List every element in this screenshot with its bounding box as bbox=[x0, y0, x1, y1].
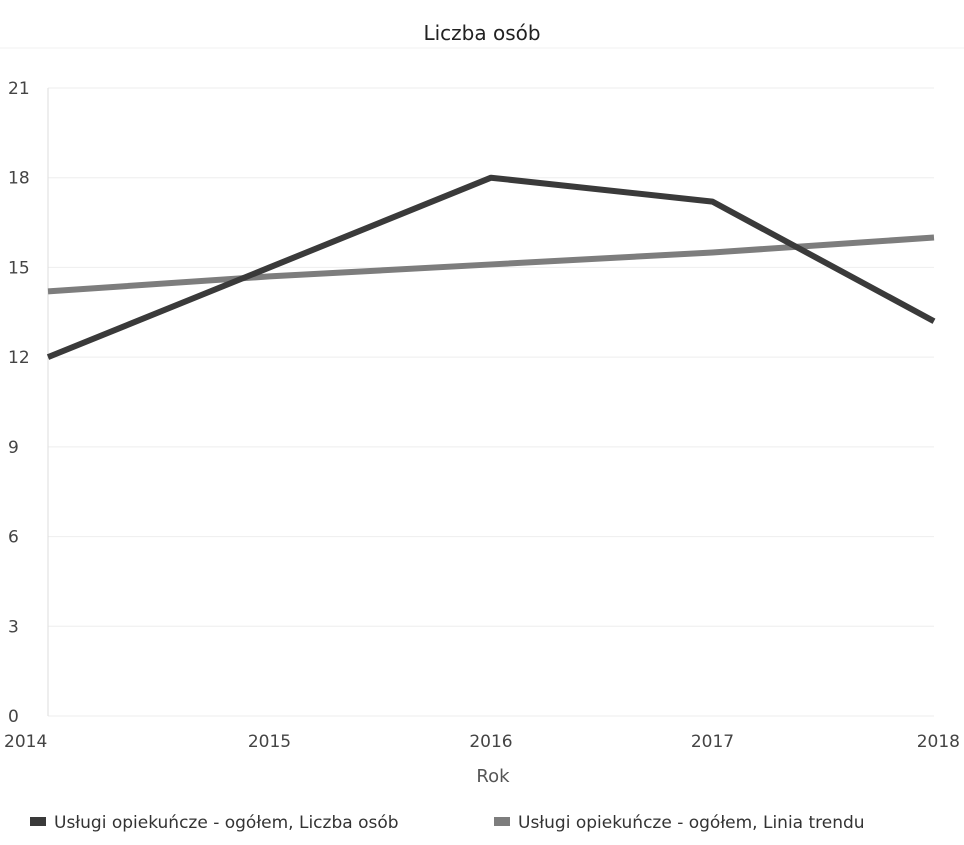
y-tick-label: 3 bbox=[8, 617, 19, 637]
y-tick-label: 6 bbox=[8, 528, 19, 548]
gridlines bbox=[47, 87, 934, 717]
y-tick-label: 12 bbox=[8, 348, 30, 368]
y-tick-label: 15 bbox=[8, 258, 30, 278]
legend-entry: Usługi opiekuńcze - ogółem, Liczba osób bbox=[54, 813, 399, 833]
legend-entry: Usługi opiekuńcze - ogółem, Linia trendu bbox=[518, 813, 865, 833]
series-line bbox=[47, 234, 935, 295]
y-tick-label: 9 bbox=[8, 438, 19, 458]
series-line bbox=[46, 174, 936, 360]
legend-swatch bbox=[30, 817, 46, 826]
legend-swatch bbox=[494, 817, 510, 826]
y-axis-ticks: 0 3 6 9 12 15 18 21 bbox=[8, 79, 30, 727]
y-tick-label: 18 bbox=[8, 169, 30, 189]
x-axis-ticks: 2014 2015 2016 2017 2018 bbox=[4, 732, 960, 752]
chart-title: Liczba osób bbox=[423, 21, 540, 45]
x-axis-label: Rok bbox=[476, 766, 510, 787]
legend: Usługi opiekuńcze - ogółem, Liczba osób U… bbox=[30, 813, 865, 833]
y-tick-label: 0 bbox=[8, 707, 19, 727]
x-tick-label: 2015 bbox=[248, 732, 291, 752]
x-tick-label: 2017 bbox=[691, 732, 734, 752]
y-tick-label: 21 bbox=[8, 79, 30, 99]
x-tick-label: 2014 bbox=[4, 732, 47, 752]
x-tick-label: 2016 bbox=[469, 732, 512, 752]
x-tick-label: 2018 bbox=[917, 732, 960, 752]
series-lines bbox=[46, 174, 936, 360]
